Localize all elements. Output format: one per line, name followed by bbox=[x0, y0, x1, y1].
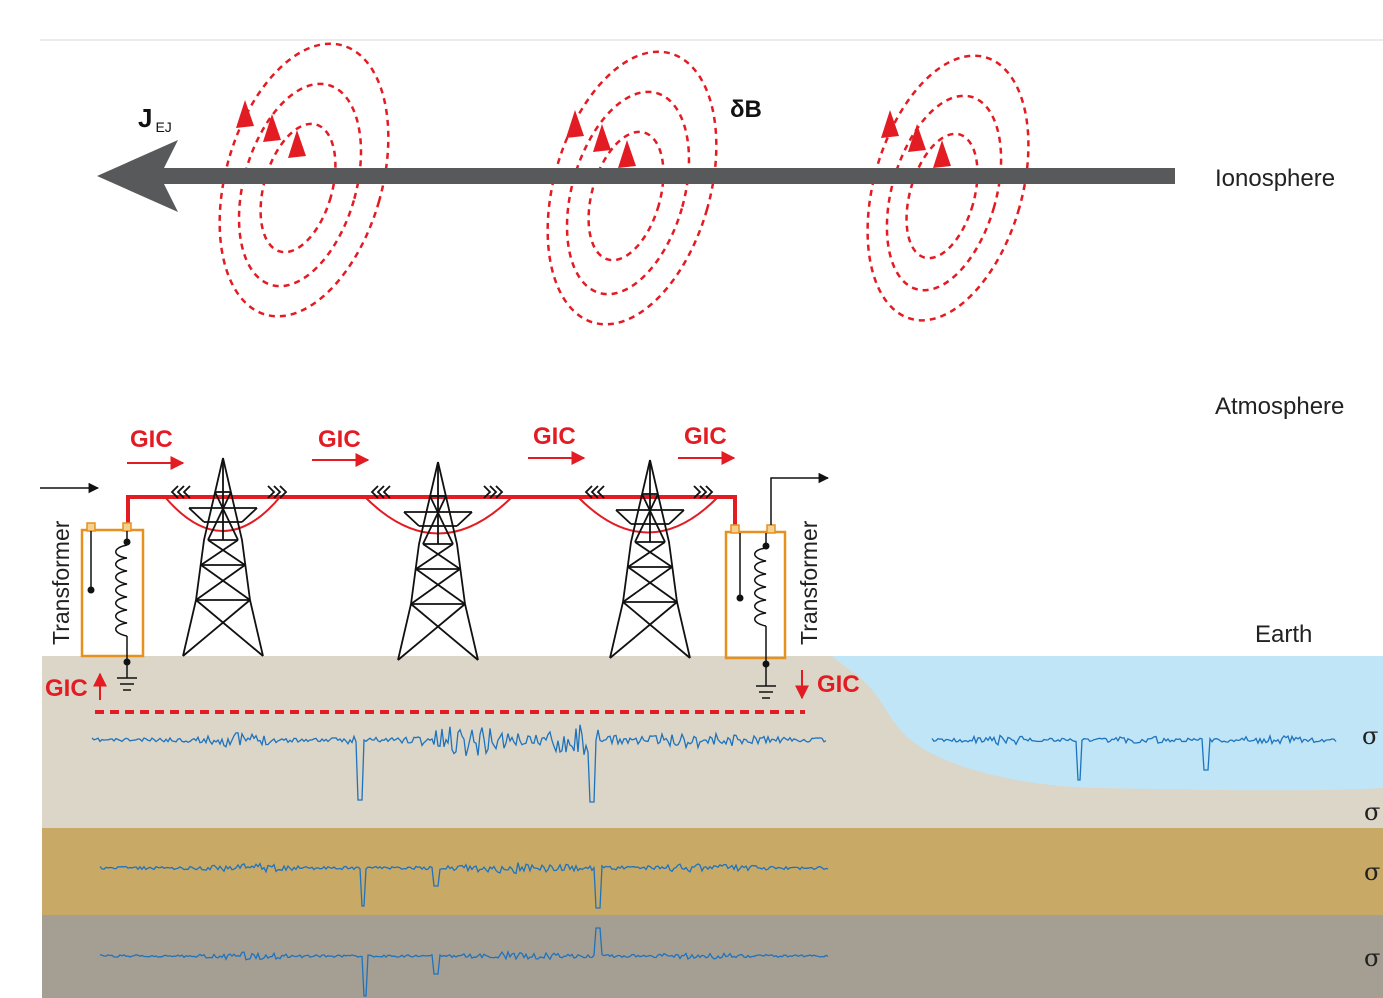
transformer-left bbox=[40, 482, 145, 691]
gic-label-2: GIC bbox=[318, 426, 361, 453]
gic-label-1: GIC bbox=[130, 426, 173, 453]
field-direction-arrows bbox=[236, 100, 951, 168]
gic-label-ground-left: GIC bbox=[45, 675, 88, 702]
ionosphere-label: Ionosphere bbox=[1215, 165, 1335, 192]
transmission-tower-1 bbox=[182, 457, 264, 657]
delta-b-label: δB bbox=[730, 96, 762, 123]
electrojet-current-arrow bbox=[97, 140, 1175, 212]
gic-flow-arrows bbox=[93, 451, 809, 700]
sigma-label-layer-1: σ bbox=[1364, 798, 1380, 826]
gic-label-4: GIC bbox=[684, 423, 727, 450]
signal-traces bbox=[91, 724, 1337, 997]
sigma-label-ocean: σ bbox=[1362, 722, 1378, 750]
transformer-left-label: Transformer bbox=[48, 520, 74, 645]
magnetic-field-loops-middle bbox=[546, 50, 718, 326]
power-line bbox=[126, 495, 737, 530]
transformer-right bbox=[724, 472, 830, 699]
ground-layer-3 bbox=[42, 915, 1383, 998]
magnetic-field-loops-right bbox=[866, 54, 1030, 322]
signal-trace-layer-1 bbox=[91, 724, 827, 803]
signal-trace-ocean bbox=[931, 733, 1337, 781]
current-label: J EJ bbox=[138, 103, 172, 135]
earth-label: Earth bbox=[1255, 621, 1312, 648]
signal-trace-layer-2 bbox=[99, 862, 829, 909]
transmission-tower-3 bbox=[609, 459, 691, 659]
transmission-tower-2 bbox=[397, 461, 479, 661]
signal-trace-layer-3 bbox=[99, 927, 829, 997]
sigma-label-layer-2: σ bbox=[1364, 858, 1380, 886]
atmosphere-label: Atmosphere bbox=[1215, 393, 1344, 420]
ocean bbox=[832, 656, 1383, 791]
gic-label-3: GIC bbox=[533, 423, 576, 450]
gic-label-ground-right: GIC bbox=[817, 671, 860, 698]
transformer-right-label: Transformer bbox=[796, 520, 822, 645]
ground-layer-2 bbox=[42, 828, 1383, 915]
insulator-marks bbox=[170, 485, 714, 499]
sigma-label-layer-3: σ bbox=[1364, 944, 1380, 972]
